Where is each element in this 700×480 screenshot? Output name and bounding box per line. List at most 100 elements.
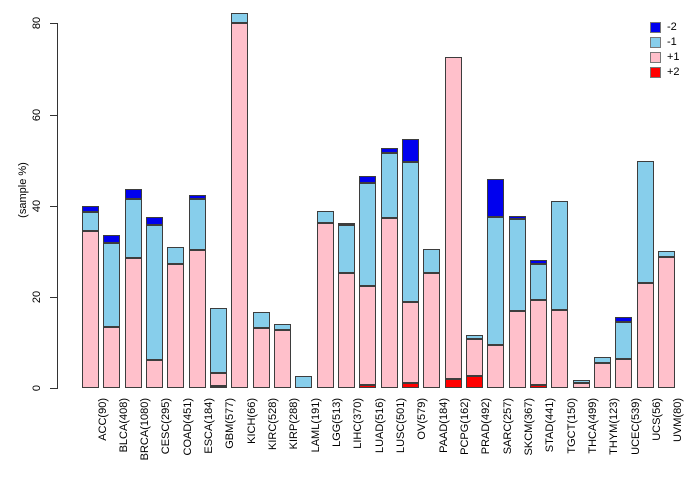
x-axis-label: UVM(80) bbox=[672, 398, 685, 443]
bar-segment--2 bbox=[359, 176, 377, 184]
bar-segment--1 bbox=[487, 217, 505, 345]
bar-segment-+1 bbox=[337, 273, 355, 388]
bar-segment-+1 bbox=[423, 273, 441, 388]
bar-segment-+1 bbox=[465, 339, 483, 377]
bar-segment--1 bbox=[209, 307, 227, 373]
legend-swatch bbox=[650, 52, 661, 63]
y-tick-label: 80 bbox=[31, 17, 43, 30]
bar-segment--1 bbox=[529, 263, 547, 300]
bar bbox=[444, 0, 462, 388]
bar-segment-+1 bbox=[508, 310, 526, 388]
x-axis-label: THCA(499) bbox=[587, 398, 600, 454]
x-axis-label: GBM(577) bbox=[224, 398, 237, 449]
bar-segment-+1 bbox=[444, 56, 462, 380]
bar bbox=[82, 0, 99, 388]
bar-segment--2 bbox=[529, 260, 547, 264]
bar-segment-+2 bbox=[359, 384, 377, 388]
bar-segment--1 bbox=[615, 321, 633, 360]
bar-segment-+2 bbox=[209, 385, 227, 388]
bar bbox=[295, 0, 313, 388]
bar-segment-+1 bbox=[316, 223, 334, 388]
bar-segment-+1 bbox=[657, 256, 675, 388]
bar-segment--1 bbox=[508, 219, 526, 311]
x-axis-label: THYM(123) bbox=[608, 398, 621, 455]
bar-segment-+1 bbox=[380, 217, 398, 388]
bar-segment--1 bbox=[231, 12, 249, 23]
bar bbox=[401, 0, 419, 388]
x-axis-label: KIRP(288) bbox=[288, 398, 301, 450]
x-axis-label: COAD(451) bbox=[181, 398, 194, 456]
bar bbox=[380, 0, 398, 388]
bar bbox=[657, 0, 675, 388]
bar-segment-+1 bbox=[103, 326, 121, 388]
bar-segment--1 bbox=[316, 210, 334, 224]
bar-segment-+1 bbox=[359, 286, 377, 385]
x-axis-label: PCPG(162) bbox=[459, 398, 472, 455]
bar-segment-+1 bbox=[273, 329, 291, 388]
bar bbox=[337, 0, 355, 388]
x-axis-label: UCEC(539) bbox=[629, 398, 642, 455]
y-tick bbox=[50, 388, 57, 389]
bar bbox=[231, 0, 249, 388]
legend-swatch bbox=[650, 37, 661, 48]
bar-segment--1 bbox=[593, 357, 611, 363]
bar-segment-+1 bbox=[572, 383, 590, 388]
bar bbox=[508, 0, 526, 388]
bar-segment--2 bbox=[103, 235, 121, 244]
bar bbox=[636, 0, 654, 388]
x-axis-label: SARC(257) bbox=[501, 398, 514, 455]
bar-segment--2 bbox=[380, 148, 398, 153]
legend-swatch bbox=[650, 67, 661, 78]
y-tick-label: 40 bbox=[31, 199, 43, 212]
legend-item: +1 bbox=[650, 50, 700, 65]
bar-segment--2 bbox=[82, 205, 99, 213]
bar-segment-+1 bbox=[124, 257, 142, 388]
bar bbox=[124, 0, 142, 388]
bar-segment--1 bbox=[423, 248, 441, 274]
x-axis-label: PRAD(492) bbox=[480, 398, 493, 455]
bar-segment--2 bbox=[188, 195, 206, 200]
x-axis-label: ACC(90) bbox=[96, 398, 109, 441]
y-axis-line bbox=[57, 23, 58, 389]
bar-segment-+1 bbox=[209, 372, 227, 386]
y-tick-label: 60 bbox=[31, 108, 43, 121]
bar-segment--1 bbox=[401, 161, 419, 302]
bar-segment--2 bbox=[615, 316, 633, 322]
legend: -2 -1 +1 +2 bbox=[650, 20, 700, 80]
legend-label: -1 bbox=[667, 36, 677, 48]
y-tick bbox=[50, 114, 57, 116]
bar-segment--1 bbox=[145, 225, 163, 361]
bar-segment--1 bbox=[551, 200, 569, 310]
x-axis-label: LAML(191) bbox=[309, 398, 322, 453]
bar-segment-+1 bbox=[636, 282, 654, 388]
legend-item: -1 bbox=[650, 35, 700, 50]
x-axis-label: LGG(513) bbox=[331, 398, 344, 447]
bar-segment-+1 bbox=[593, 362, 611, 388]
bar-segment--1 bbox=[380, 152, 398, 218]
x-axis-label: STAD(441) bbox=[544, 398, 557, 453]
bar-segment--1 bbox=[124, 199, 142, 258]
bar bbox=[423, 0, 441, 388]
legend-label: -2 bbox=[667, 21, 677, 33]
bar-segment--1 bbox=[636, 161, 654, 283]
bar-segment-+2 bbox=[444, 379, 462, 388]
x-axis-label: KICH(66) bbox=[245, 398, 258, 444]
y-tick bbox=[50, 296, 57, 298]
bar-segment--1 bbox=[337, 225, 355, 274]
bar bbox=[615, 0, 633, 388]
y-axis-title: (sample %) bbox=[17, 162, 29, 218]
bar-segment--2 bbox=[145, 217, 163, 226]
bar bbox=[316, 0, 334, 388]
x-axis-label: OV(579) bbox=[416, 398, 429, 440]
bar-segment--2 bbox=[124, 189, 142, 200]
bar-segment--1 bbox=[273, 323, 291, 330]
bar-segment--1 bbox=[188, 199, 206, 251]
bar-segment--1 bbox=[252, 311, 270, 328]
bar-segment--2 bbox=[401, 138, 419, 162]
bar bbox=[209, 0, 227, 388]
bar bbox=[252, 0, 270, 388]
x-axis-label: TGCT(150) bbox=[565, 398, 578, 454]
bar-segment--2 bbox=[337, 222, 355, 226]
bar-segment--2 bbox=[487, 179, 505, 218]
bar bbox=[551, 0, 569, 388]
